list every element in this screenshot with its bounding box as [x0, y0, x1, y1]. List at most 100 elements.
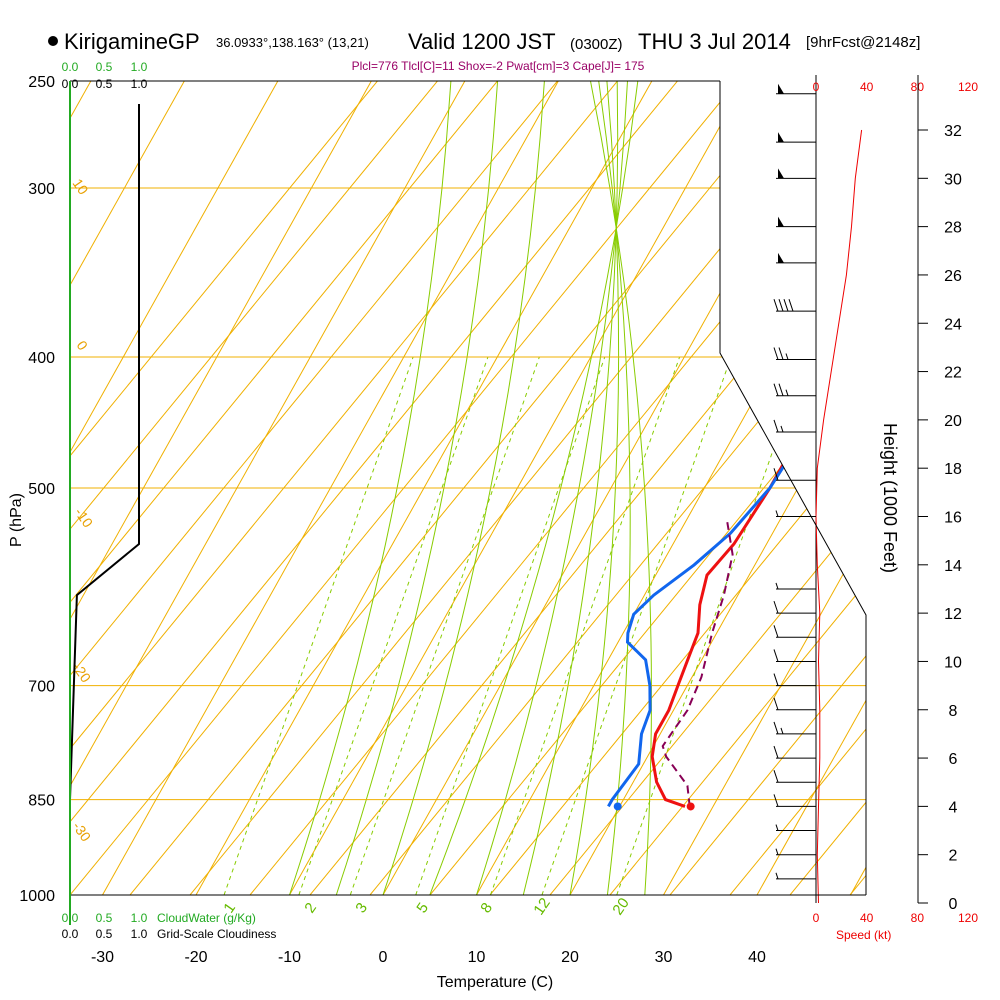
mixing-ratio-line — [616, 356, 807, 895]
wind-barb-half — [780, 727, 784, 735]
wind-barb — [776, 168, 816, 179]
pressure-tick-label: 400 — [28, 350, 55, 367]
dry-adiabat-line — [849, 81, 866, 895]
height-tick-label: 16 — [944, 510, 962, 527]
wind-barb-half — [785, 353, 789, 360]
wind-barb — [773, 419, 816, 433]
height-tick-label: 24 — [944, 316, 962, 333]
mixing-ratio-label: 5 — [413, 900, 432, 917]
isotherm-label: -30 — [70, 819, 95, 845]
series-dewpoint-line — [607, 81, 858, 808]
mixing-ratio-label: 20 — [609, 895, 632, 918]
cloudiness-tick-label: 0.0 — [62, 927, 79, 941]
pressure-tick-label: 250 — [28, 74, 55, 91]
wind-barb-full — [773, 419, 779, 433]
station-name: KirigamineGP — [64, 29, 200, 54]
dry-adiabat-line — [70, 81, 771, 895]
temperature-tick-label: 40 — [748, 949, 766, 966]
forecast-info: [9hrFcst@2148z] — [806, 34, 920, 51]
height-tick-label: 2 — [949, 848, 958, 865]
wind-barb — [773, 794, 816, 807]
y-axis-title: P (hPa) — [8, 493, 25, 547]
moist-adiabat-line — [569, 81, 620, 895]
cloudiness-tick-label: 1.0 — [131, 927, 148, 941]
isotherm-line — [663, 81, 866, 895]
dry-adiabat-line — [70, 81, 591, 895]
cloudwater-tick-label: 1.0 — [131, 60, 148, 74]
wind-barb-full — [773, 794, 779, 807]
speed-tick-label: 80 — [911, 80, 925, 94]
cloudwater-tick-label: 0.5 — [96, 60, 113, 74]
pressure-tick-label: 700 — [28, 679, 55, 696]
isotherm-line — [944, 81, 1000, 895]
wind-barb-full — [773, 770, 779, 783]
wind-barb-full — [773, 649, 779, 662]
height-tick-label: 26 — [944, 268, 962, 285]
height-tick-label: 28 — [944, 220, 962, 237]
wind-barb-full — [778, 299, 784, 312]
cloudiness-tick-label: 1.0 — [131, 77, 148, 91]
series-temperature-line — [650, 92, 866, 808]
x-axis-title: Temperature (C) — [437, 974, 553, 991]
height-tick-label: 12 — [944, 606, 962, 623]
dry-adiabat-line — [189, 81, 866, 895]
pressure-tick-label: 850 — [28, 793, 55, 810]
dry-adiabat-line — [70, 81, 866, 895]
wind-barb — [773, 697, 816, 711]
height-tick-label: 30 — [944, 171, 962, 188]
isotherm-line — [756, 81, 866, 895]
zulu-time: (0300Z) — [570, 36, 623, 53]
mixing-ratio-line — [298, 356, 489, 895]
cloudwater-label: CloudWater (g/Kg) — [157, 911, 256, 925]
moist-adiabat-line — [476, 81, 628, 895]
isotherm-label: 30 — [835, 533, 866, 564]
temperature-tick-label: -30 — [91, 949, 114, 966]
wind-barb-full — [773, 697, 779, 710]
stability-indices: Plcl=776 Tlcl[C]=11 Shox=-2 Pwat[cm]=3 C… — [352, 59, 645, 73]
height-tick-label: 18 — [944, 461, 962, 478]
height-tick-label: 0 — [949, 896, 958, 913]
height-tick-label: 32 — [944, 123, 962, 140]
wind-barb — [775, 824, 816, 832]
wind-barb — [773, 673, 816, 687]
cloud-panel: 0.00.00.00.00.50.50.50.51.01.01.01.0 — [62, 60, 148, 941]
speed-axis-title: Speed (kt) — [836, 928, 891, 942]
mixing-ratio-label: 2 — [301, 900, 320, 917]
wind-barb-half — [775, 872, 779, 880]
wind-barb-half — [785, 389, 789, 396]
dry-adiabat-line — [609, 81, 866, 895]
speed-tick-label: 120 — [958, 911, 978, 925]
mixing-ratio-label: 12 — [530, 895, 553, 918]
wind-barb-full — [773, 347, 779, 360]
mixing-ratio-line — [349, 356, 540, 895]
wind-barb — [776, 83, 816, 95]
wind-barb-full — [773, 745, 779, 759]
wind-barb — [773, 625, 816, 638]
wind-barb — [773, 649, 816, 662]
isotherm-line — [70, 81, 185, 895]
moist-adiabat-line — [522, 81, 619, 895]
isotherm-label: 20 — [787, 439, 818, 470]
valid-date: THU 3 Jul 2014 — [638, 29, 791, 54]
surface-temperature-marker — [686, 802, 695, 811]
wind-barb-full — [773, 299, 779, 312]
speed-tick-label: 40 — [860, 911, 874, 925]
dry-adiabat-line — [489, 81, 866, 895]
wind-barb-full — [783, 299, 789, 312]
dry-adiabat-line — [369, 81, 866, 895]
wind-barb — [773, 383, 816, 397]
height-tick-label: 8 — [949, 703, 958, 720]
height-tick-label: 4 — [949, 799, 958, 816]
wind-barb-half — [775, 582, 779, 590]
wind-barb — [773, 600, 816, 614]
speed-tick-label: 0 — [813, 80, 820, 94]
moist-adiabat-line — [335, 81, 499, 895]
wind-barb-flag — [778, 132, 784, 143]
plot-frame-right — [719, 81, 867, 895]
dry-adiabat-line — [669, 81, 866, 895]
mixing-ratio-line — [490, 356, 681, 895]
mixing-ratio-line — [223, 356, 414, 895]
station-coords: 36.0933°,138.163° (13,21) — [216, 35, 369, 50]
mixing-ratio-line — [415, 356, 606, 895]
